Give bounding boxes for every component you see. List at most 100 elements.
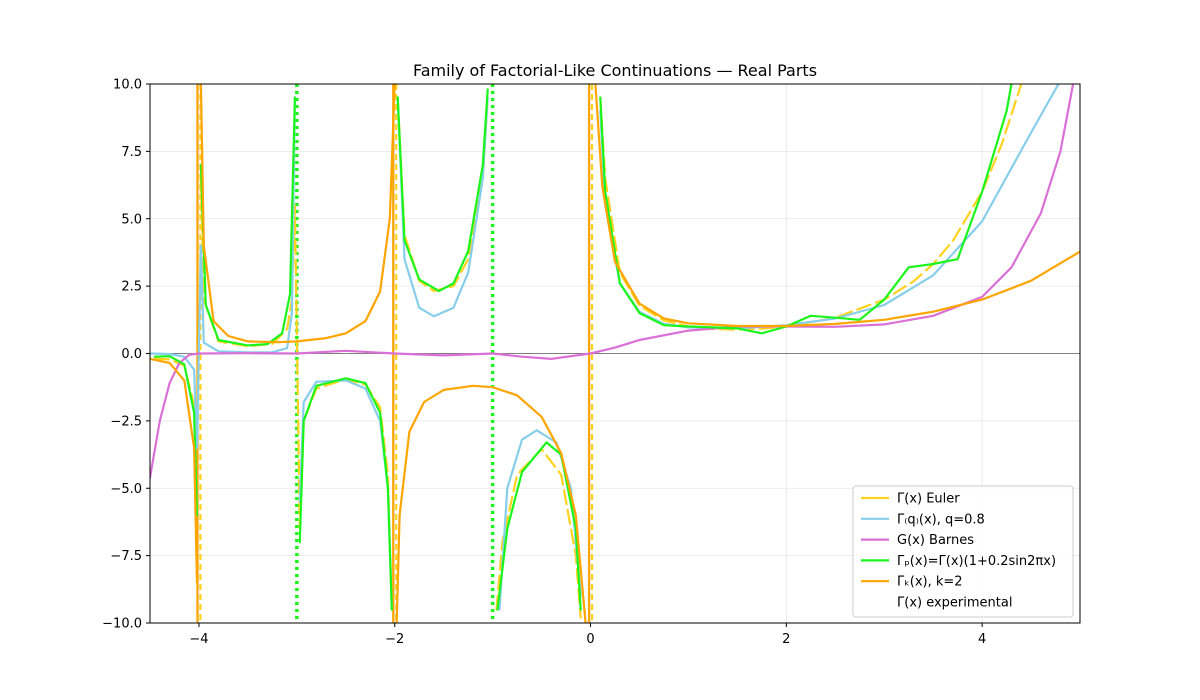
x-tick-label: 4: [978, 632, 986, 647]
series-3-point: [761, 333, 762, 334]
series-4-point: [639, 303, 640, 304]
series-3-point: [712, 327, 713, 328]
series-line-3: [153, 84, 1013, 611]
y-tick-label: −7.5: [110, 549, 142, 564]
series-3-point: [218, 339, 219, 340]
series-0-point: [639, 305, 640, 306]
series-0-point: [433, 290, 434, 291]
series-3-point: [933, 263, 934, 264]
series-4-point: [575, 515, 576, 516]
series-4-point: [247, 341, 248, 342]
series-2-point: [884, 324, 885, 325]
series-3-point: [580, 609, 581, 610]
series-3-point: [294, 97, 295, 98]
series-4-point: [1031, 280, 1032, 281]
series-3-point: [299, 542, 300, 543]
series-2-point: [198, 353, 199, 354]
series-3-point: [184, 364, 185, 365]
legend-label: Γ₍q₎(x), q=0.8: [897, 512, 985, 527]
series-1-point: [521, 439, 522, 440]
series-2-point: [296, 353, 297, 354]
series-1-point: [365, 388, 366, 389]
series-3-point: [663, 325, 664, 326]
series-4-point: [473, 385, 474, 386]
series-3-point: [387, 488, 388, 489]
series-3-point: [737, 328, 738, 329]
series-3-point: [957, 259, 958, 260]
series-1-point: [404, 259, 405, 260]
series-3-point: [497, 609, 498, 610]
series-1-point: [499, 609, 500, 610]
series-2-point: [1040, 213, 1041, 214]
series-4-point: [326, 338, 327, 339]
series-3-point: [247, 345, 248, 346]
series-4-point: [688, 323, 689, 324]
series-4-point: [517, 395, 518, 396]
legend-box: [852, 485, 1074, 618]
series-2-point: [590, 353, 591, 354]
series-1-point: [203, 342, 204, 343]
series-4-point: [345, 333, 346, 334]
series-4-point: [365, 321, 366, 322]
series-0-point: [468, 259, 469, 260]
series-2-point: [443, 355, 444, 356]
series-0-point: [1001, 144, 1002, 145]
series-2-point: [1060, 151, 1061, 152]
y-tick-label: −2.5: [110, 414, 142, 429]
axes-layer: −4 −2 0 2 4 −10.0 −7.5 −5.0 −2.5 0.0 2.5 5.0 7.5 10.0: [102, 78, 1081, 647]
y-tick-label: −10.0: [102, 617, 142, 632]
series-2-point: [570, 356, 571, 357]
series-1-point: [468, 272, 469, 273]
series-0-point: [517, 474, 518, 475]
series-2-point: [345, 350, 346, 351]
series-1-point: [196, 447, 197, 448]
series-4-point: [541, 416, 542, 417]
series-0-point: [952, 241, 953, 242]
legend-label: Γ(x) experimental: [897, 596, 1012, 611]
series-3-point: [482, 164, 483, 165]
series-3-point: [365, 383, 366, 384]
series-4-point: [424, 401, 425, 402]
series-1-point: [291, 313, 292, 314]
series-1-point: [433, 316, 434, 317]
y-tick-label: 10.0: [113, 78, 142, 93]
series-2-point: [933, 315, 934, 316]
series-0-point: [761, 328, 762, 329]
series-3-point: [521, 472, 522, 473]
series-1-point: [453, 307, 454, 308]
series-3-point: [982, 191, 983, 192]
series-1-point: [933, 275, 934, 276]
series-4-point: [982, 299, 983, 300]
series-2-point: [835, 326, 836, 327]
legend-label: Γ(x) Euler: [897, 492, 960, 507]
series-2-point: [521, 356, 522, 357]
series-3-point: [303, 420, 304, 421]
series-4-point: [296, 341, 297, 342]
series-0-point: [580, 617, 581, 618]
series-1-point: [169, 353, 170, 354]
series-2-point: [394, 353, 395, 354]
series-4-point: [194, 447, 195, 448]
x-tick-label: 0: [586, 632, 594, 647]
series-3-point: [345, 378, 346, 379]
y-tick-label: −5.0: [110, 482, 142, 497]
series-4-point: [835, 323, 836, 324]
series-1-point: [287, 348, 288, 349]
series-3-point: [438, 290, 439, 291]
x-tick-label: −4: [189, 632, 208, 647]
series-4-point: [389, 218, 390, 219]
series-3-point: [419, 279, 420, 280]
series-3-point: [154, 356, 155, 357]
series-1-point: [345, 380, 346, 381]
series-4-point: [561, 453, 562, 454]
y-tick-label: 7.5: [121, 145, 142, 160]
y-tick-label: 0.0: [121, 347, 142, 362]
series-2-point: [492, 353, 493, 354]
series-3-point: [908, 267, 909, 268]
series-3-point: [169, 356, 170, 357]
series-4-point: [443, 389, 444, 390]
series-1-point: [200, 245, 201, 246]
series-4-point: [399, 515, 400, 516]
series-3-point: [205, 304, 206, 305]
series-3-point: [487, 89, 488, 90]
